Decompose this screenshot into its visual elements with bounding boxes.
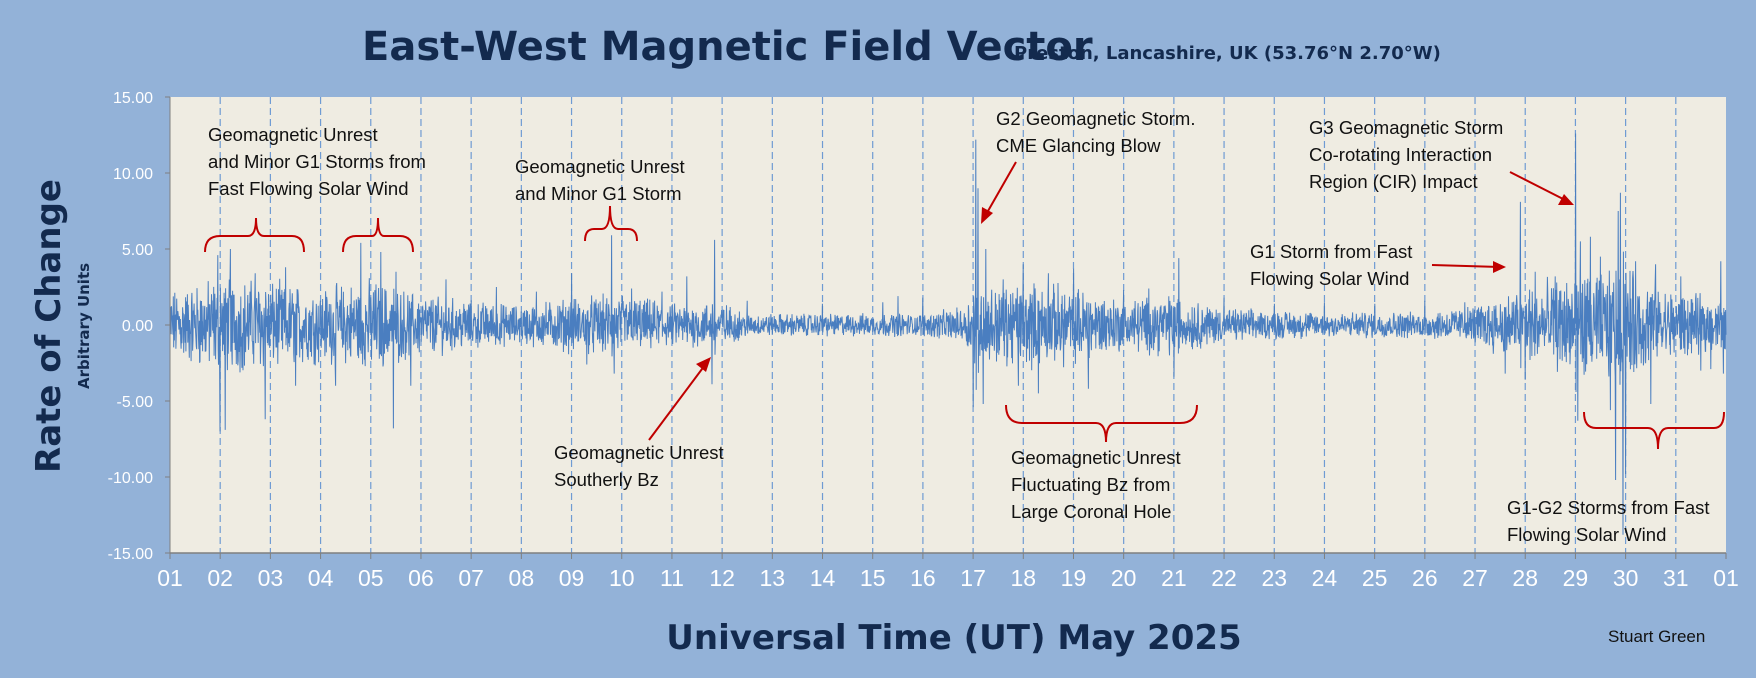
x-tick-label: 15 <box>860 565 886 591</box>
y-tick-label: -10.00 <box>108 470 153 487</box>
x-tick-label: 23 <box>1261 565 1287 591</box>
series-line <box>169 133 1727 535</box>
arrow-g1-fast-wind <box>1431 264 1501 268</box>
x-axis-label: Universal Time (UT) May 2025 <box>666 618 1241 658</box>
y-tick-label: 5.00 <box>122 242 153 259</box>
vertical-gridlines <box>219 97 1677 553</box>
x-tick-label: 18 <box>1010 565 1036 591</box>
x-tick-label: 17 <box>960 565 986 591</box>
annotation-markers <box>204 161 1725 450</box>
arrowhead-g3-cir <box>1558 194 1574 205</box>
arrowhead-g2-cme <box>981 207 993 224</box>
y-tick-label: 15.00 <box>113 90 153 107</box>
arrowhead-g1-fast-wind <box>1493 261 1506 273</box>
brace-days-4-5 <box>342 217 414 253</box>
y-tick-label: -15.00 <box>108 546 153 563</box>
y-tick-label: 0.00 <box>122 318 153 335</box>
x-tick-label: 31 <box>1663 565 1689 591</box>
x-tick-label: 16 <box>910 565 936 591</box>
arrow-southerly-bz <box>648 360 709 441</box>
x-tick-label: 02 <box>207 565 233 591</box>
x-tick-label: 06 <box>408 565 434 591</box>
x-tick-label: 01 <box>1713 565 1739 591</box>
x-tick-label: 19 <box>1061 565 1087 591</box>
x-tick-label: 14 <box>810 565 836 591</box>
x-tick-label: 04 <box>308 565 334 591</box>
y-axis-ticks: 15.00 10.00 5.00 0.00 -5.00 -10.00 -15.00 <box>108 90 170 563</box>
brace-days-2-3 <box>204 217 305 253</box>
brace-day-10 <box>584 205 638 242</box>
x-tick-label: 26 <box>1412 565 1438 591</box>
annotation-minor-g1-storm: Geomagnetic Unrest and Minor G1 Storm <box>515 156 690 204</box>
chart-subtitle: Preston, Lancashire, UK (53.76°N 2.70°W) <box>1014 43 1441 64</box>
y-axis-sublabel: Arbitrary Units <box>75 263 93 389</box>
x-tick-label: 10 <box>609 565 635 591</box>
x-tick-label: 20 <box>1111 565 1137 591</box>
annotation-g1-g2-storms: G1-G2 Storms from Fast Flowing Solar Win… <box>1507 497 1715 545</box>
annotation-coronal-hole: Geomagnetic Unrest Fluctuating Bz from L… <box>1011 447 1186 522</box>
x-axis-ticks: 01 02 03 04 05 06 07 08 09 10 11 12 13 14 15 16 17 18 19 20… <box>157 553 1739 591</box>
annotation-g3-cir: G3 Geomagnetic Storm Co-rotating Interac… <box>1309 117 1508 192</box>
x-tick-label: 05 <box>358 565 384 591</box>
arrow-g3-cir <box>1509 171 1570 203</box>
x-tick-label: 09 <box>559 565 585 591</box>
arrowhead-southerly-bz <box>696 357 711 372</box>
brace-days-29-31 <box>1583 411 1725 450</box>
x-tick-label: 08 <box>509 565 535 591</box>
x-tick-label: 30 <box>1613 565 1639 591</box>
arrow-heads <box>696 194 1574 372</box>
x-tick-label: 03 <box>258 565 284 591</box>
x-tick-label: 01 <box>157 565 183 591</box>
annotation-southerly-bz: Geomagnetic Unrest Southerly Bz <box>554 442 729 490</box>
x-tick-label: 12 <box>709 565 735 591</box>
x-tick-label: 24 <box>1312 565 1338 591</box>
x-tick-label: 13 <box>760 565 786 591</box>
x-tick-label: 29 <box>1563 565 1589 591</box>
series-line-path <box>169 133 1727 535</box>
x-tick-label: 11 <box>660 565 684 591</box>
x-tick-label: 22 <box>1211 565 1237 591</box>
brace-days-18-21 <box>1005 404 1198 443</box>
annotation-g2-cme: G2 Geomagnetic Storm. CME Glancing Blow <box>996 108 1201 156</box>
annotation-g1-storms-early: Geomagnetic Unrest and Minor G1 Storms f… <box>208 124 431 199</box>
y-tick-label: -5.00 <box>117 394 154 411</box>
x-tick-label: 21 <box>1161 565 1187 591</box>
y-tick-label: 10.00 <box>113 166 153 183</box>
x-tick-label: 27 <box>1462 565 1488 591</box>
author-credit: Stuart Green <box>1608 627 1705 646</box>
chart-title: East-West Magnetic Field Vector <box>362 24 1093 70</box>
annotation-g1-fast-wind: G1 Storm from Fast Flowing Solar Wind <box>1250 241 1418 289</box>
x-tick-label: 25 <box>1362 565 1388 591</box>
arrow-g2-cme <box>983 161 1017 219</box>
y-axis-label: Rate of Change <box>29 179 69 473</box>
x-tick-label: 07 <box>458 565 484 591</box>
annotations: Geomagnetic Unrest and Minor G1 Storms f… <box>208 108 1715 545</box>
x-tick-label: 28 <box>1512 565 1538 591</box>
